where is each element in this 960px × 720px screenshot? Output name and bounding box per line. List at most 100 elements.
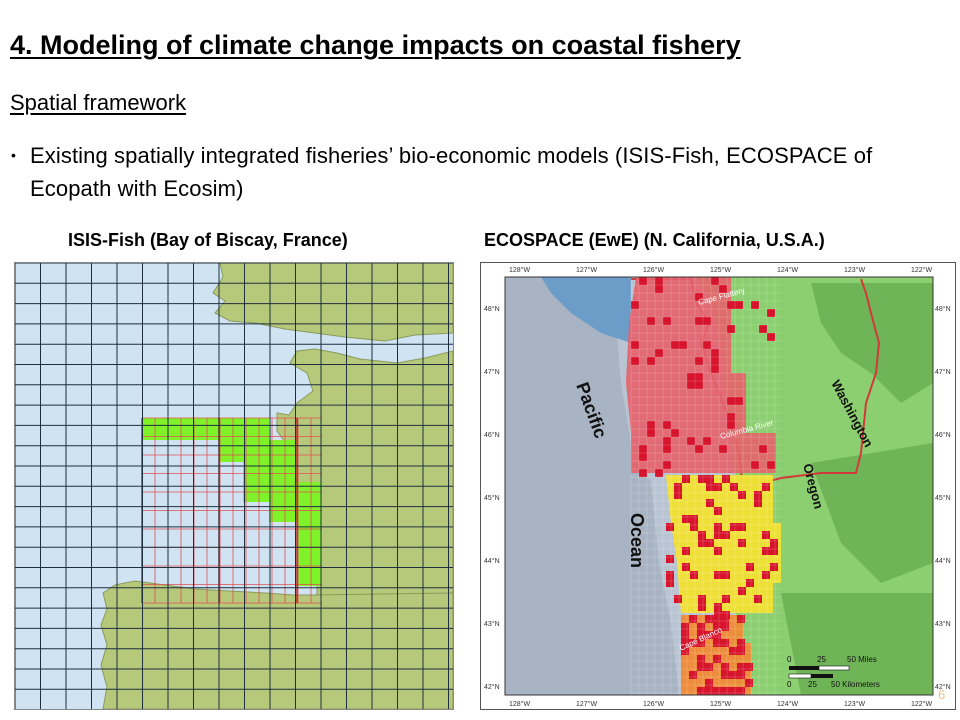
- ecospace-cell: [689, 615, 697, 623]
- ecospace-cell: [727, 301, 735, 309]
- ecospace-cell: [714, 547, 722, 555]
- ecospace-cell: [713, 615, 721, 623]
- ecospace-cell: [695, 381, 703, 389]
- ecospace-cell: [759, 325, 767, 333]
- ecospace-cell: [713, 623, 721, 631]
- ecospace-cell: [767, 333, 775, 341]
- green-cell: [219, 440, 295, 462]
- ecospace-cell: [695, 357, 703, 365]
- ecospace-cell: [674, 491, 682, 499]
- isis-fish-caption: ISIS-Fish (Bay of Biscay, France): [68, 230, 348, 250]
- lon-label: 124°W: [777, 266, 798, 274]
- ecospace-cell: [674, 595, 682, 603]
- ecospace-cell: [714, 483, 722, 491]
- green-cell: [297, 522, 321, 586]
- bullet-dot-icon: •: [11, 147, 16, 163]
- green-cell: [243, 462, 295, 482]
- ecospace-cell: [719, 445, 727, 453]
- ecospace-cell: [727, 397, 735, 405]
- slide-title: 4. Modeling of climate change impacts on…: [10, 30, 741, 60]
- lat-label: 48°N: [935, 305, 951, 313]
- ecospace-cell: [631, 341, 639, 349]
- page-number: 6: [938, 687, 946, 702]
- ecospace-cell: [754, 595, 762, 603]
- ecospace-cell: [631, 301, 639, 309]
- ecospace-cell: [751, 301, 759, 309]
- ecospace-cell: [681, 631, 689, 639]
- lat-label: 48°N: [484, 305, 500, 313]
- lat-label: 42°N: [484, 683, 500, 691]
- ecospace-cell: [698, 531, 706, 539]
- lat-label: 45°N: [935, 494, 951, 502]
- lon-label: 125°W: [710, 266, 731, 274]
- lat-label: 42°N: [935, 683, 951, 691]
- ecospace-cell: [735, 397, 743, 405]
- lat-label: 43°N: [484, 620, 500, 628]
- lat-label: 46°N: [935, 431, 951, 439]
- ecospace-cell: [671, 341, 679, 349]
- lon-label: 128°W: [509, 700, 530, 708]
- lat-label: 47°N: [484, 368, 500, 376]
- ecospace-cell: [738, 523, 746, 531]
- ecospace-cell: [706, 475, 714, 483]
- ecospace-cell: [737, 647, 745, 655]
- ecospace-cell: [713, 631, 721, 639]
- strait-water: [541, 277, 631, 343]
- isis-fish-map-svg: [15, 263, 453, 709]
- green-cell: [193, 418, 219, 438]
- lat-label: 47°N: [935, 368, 951, 376]
- ecospace-cells: [631, 277, 778, 695]
- lat-label: 43°N: [935, 620, 951, 628]
- scale-km-50: 50 Kilometers: [831, 680, 880, 689]
- ecospace-cell: [631, 357, 639, 365]
- ecospace-cell: [655, 349, 663, 357]
- lat-label: 44°N: [484, 557, 500, 565]
- scale-mi-25: 25: [817, 655, 826, 664]
- ecospace-cell: [721, 615, 729, 623]
- central-zone: [666, 475, 781, 613]
- ecospace-cell: [730, 523, 738, 531]
- ecospace-cell: [695, 445, 703, 453]
- ecospace-cell: [687, 373, 695, 381]
- ecospace-cell: [713, 687, 721, 695]
- ecospace-caption: ECOSPACE (EwE) (N. California, U.S.A.): [484, 230, 825, 250]
- ecospace-cell: [711, 277, 719, 285]
- ecospace-cell: [722, 595, 730, 603]
- ecospace-cell: [721, 671, 729, 679]
- lon-label: 128°W: [509, 266, 530, 274]
- ecospace-cell: [713, 655, 721, 663]
- ecospace-cell: [745, 679, 753, 687]
- ecospace-cell: [711, 349, 719, 357]
- ecospace-cell: [721, 687, 729, 695]
- ecospace-cell: [682, 563, 690, 571]
- ecospace-cell: [738, 491, 746, 499]
- ecospace-cell: [666, 579, 674, 587]
- lon-label: 123°W: [844, 266, 865, 274]
- ecospace-cell: [714, 507, 722, 515]
- ecospace-cell: [666, 555, 674, 563]
- ecospace-cell: [682, 515, 690, 523]
- ecospace-cell: [706, 539, 714, 547]
- ecospace-cell: [705, 663, 713, 671]
- ecospace-cell: [663, 437, 671, 445]
- ecospace-cell: [745, 663, 753, 671]
- lon-label: 122°W: [911, 700, 932, 708]
- ecospace-cell: [714, 531, 722, 539]
- lon-label: 122°W: [911, 266, 932, 274]
- ecospace-cell: [682, 547, 690, 555]
- ecospace-gridlines: [630, 276, 781, 695]
- ecospace-cell: [666, 571, 674, 579]
- ecospace-cell: [714, 603, 722, 611]
- ecospace-cell: [690, 515, 698, 523]
- ecospace-cell: [762, 571, 770, 579]
- map-frame: [504, 276, 934, 696]
- ecospace-cell: [722, 571, 730, 579]
- ecospace-cell: [639, 469, 647, 477]
- ecospace-cell: [713, 639, 721, 647]
- lon-label: 126°W: [643, 700, 664, 708]
- ecospace-cell: [639, 277, 647, 285]
- ecospace-cell: [705, 615, 713, 623]
- ecospace-cell: [695, 293, 703, 301]
- ecospace-cell: [639, 445, 647, 453]
- ecospace-cell: [663, 317, 671, 325]
